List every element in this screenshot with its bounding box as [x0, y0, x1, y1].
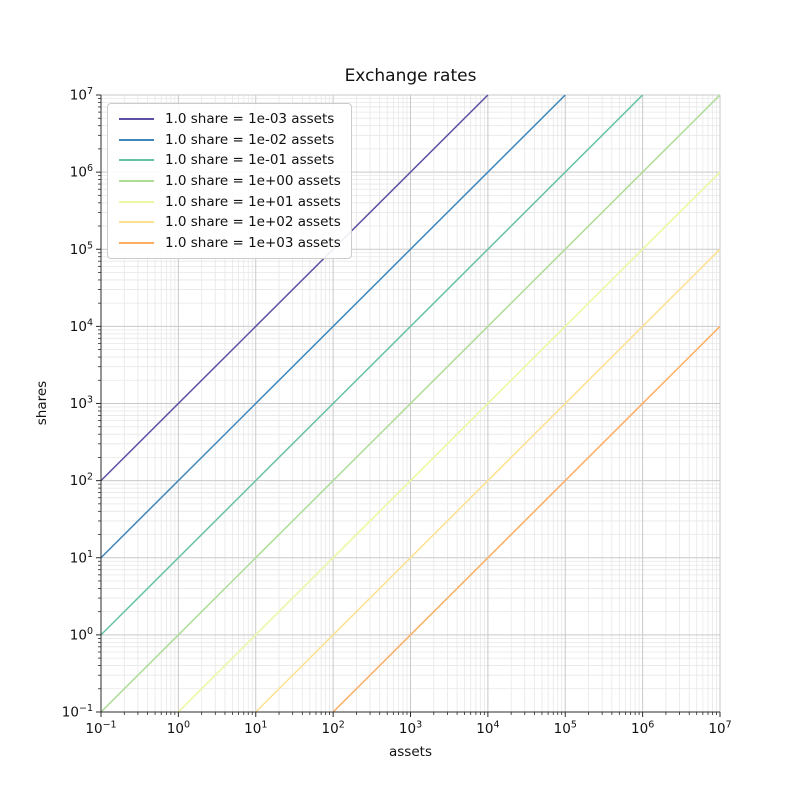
- legend-line-swatch: [119, 118, 154, 121]
- y-tick-label: 103: [70, 395, 93, 413]
- series-lines: [100, 94, 721, 713]
- y-tick-label: 107: [70, 86, 93, 104]
- legend-line-swatch: [119, 200, 154, 203]
- x-tick-label: 107: [708, 720, 731, 738]
- y-tick-label: 105: [70, 240, 93, 258]
- x-axis-label: assets: [389, 744, 432, 760]
- x-tick-label: 101: [244, 720, 267, 738]
- legend-entry-label: 1.0 share = 1e+02 assets: [165, 214, 341, 231]
- legend-entry: 1.0 share = 1e-02 assets: [119, 130, 341, 151]
- y-tick-label: 10−1: [62, 703, 93, 721]
- legend-entry: 1.0 share = 1e+03 assets: [119, 233, 341, 254]
- y-axis-label: shares: [34, 380, 50, 426]
- y-tick-label: 104: [70, 317, 93, 335]
- series-line-4: [177, 171, 721, 713]
- legend-line-swatch: [119, 241, 154, 244]
- legend-entry: 1.0 share = 1e-03 assets: [119, 109, 341, 130]
- series-line-6: [332, 325, 721, 713]
- x-tick-label: 104: [476, 720, 499, 738]
- legend-entry-label: 1.0 share = 1e-01 assets: [165, 152, 335, 169]
- series-line-5: [255, 248, 721, 713]
- legend-line-swatch: [119, 221, 154, 224]
- x-tick-label: 10−1: [85, 720, 116, 738]
- legend-entry: 1.0 share = 1e+00 assets: [119, 171, 341, 192]
- legend-entry-label: 1.0 share = 1e-02 assets: [165, 131, 335, 148]
- chart-title: Exchange rates: [344, 66, 477, 86]
- x-tick-labels: 10−1 100 101 102 103 104 105 106 107: [85, 720, 731, 738]
- legend-entry-label: 1.0 share = 1e+03 assets: [165, 234, 341, 251]
- x-tick-label: 102: [322, 720, 345, 738]
- legend-entry: 1.0 share = 1e+02 assets: [119, 212, 341, 233]
- y-tick-label: 100: [70, 626, 93, 644]
- legend-entry-label: 1.0 share = 1e+01 assets: [165, 193, 341, 210]
- series-line-3: [100, 94, 721, 713]
- series-line-0: [100, 94, 489, 482]
- legend-entry: 1.0 share = 1e+01 assets: [119, 191, 341, 212]
- x-tick-label: 106: [631, 720, 654, 738]
- x-tick-label: 105: [554, 720, 577, 738]
- series-line-1: [100, 94, 566, 559]
- y-tick-label: 106: [70, 163, 93, 181]
- legend-entry-label: 1.0 share = 1e+00 assets: [165, 173, 341, 190]
- y-tick-label: 102: [70, 472, 93, 490]
- y-tick-labels: 10−1 100 101 102 103 104 105 106 107: [62, 86, 93, 721]
- series-line-2: [100, 94, 644, 636]
- legend-line-swatch: [119, 138, 154, 141]
- legend-line-swatch: [119, 159, 154, 162]
- axis-ticks: [96, 94, 721, 717]
- legend-entry: 1.0 share = 1e-01 assets: [119, 150, 341, 171]
- legend: 1.0 share = 1e-03 assets 1.0 share = 1e-0…: [107, 103, 352, 260]
- y-tick-label: 101: [70, 549, 93, 567]
- x-tick-label: 103: [399, 720, 422, 738]
- legend-line-swatch: [119, 180, 154, 183]
- legend-entry-label: 1.0 share = 1e-03 assets: [165, 111, 335, 128]
- x-tick-label: 100: [167, 720, 190, 738]
